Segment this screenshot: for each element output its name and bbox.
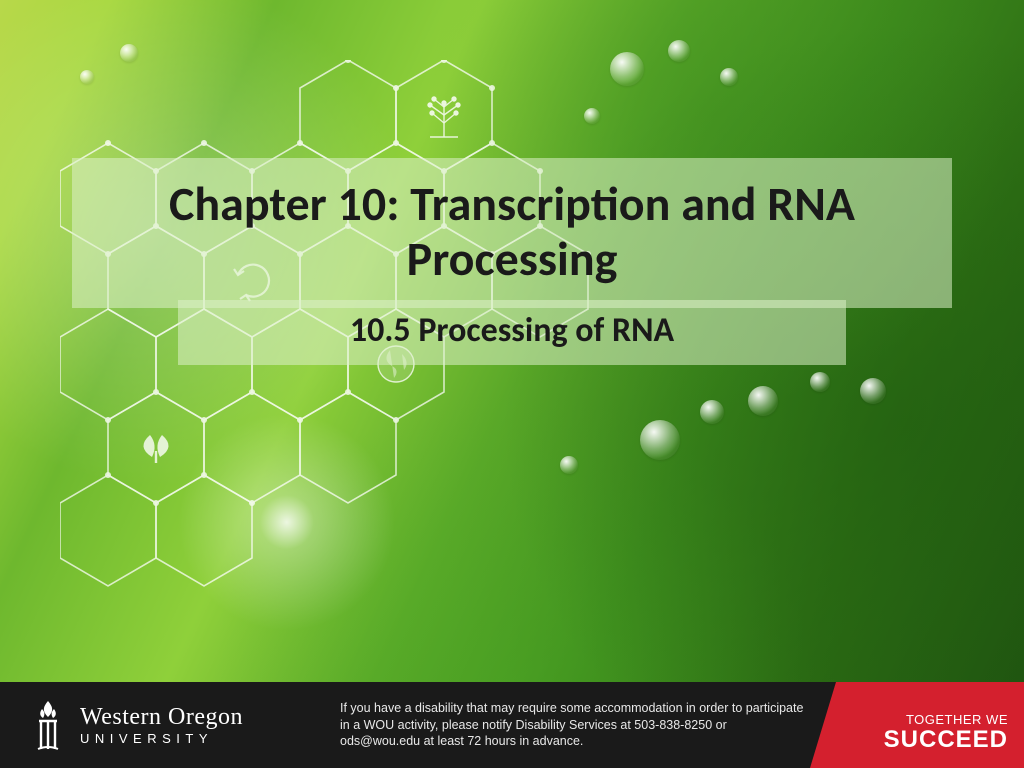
slide: Chapter 10: Transcription and RNA Proces… <box>0 0 1024 768</box>
university-name: Western Oregon UNIVERSITY <box>80 705 243 745</box>
torch-icon <box>28 699 68 751</box>
university-name-bottom: UNIVERSITY <box>80 732 243 745</box>
disability-disclaimer: If you have a disability that may requir… <box>340 700 810 751</box>
slide-title: Chapter 10: Transcription and RNA Proces… <box>102 176 922 286</box>
succeed-bottom: SUCCEED <box>884 728 1008 752</box>
succeed-top: TOGETHER WE <box>884 713 1008 726</box>
title-box: Chapter 10: Transcription and RNA Proces… <box>72 158 952 308</box>
slide-subtitle: 10.5 Processing of RNA <box>198 310 826 351</box>
university-logo-block: Western Oregon UNIVERSITY <box>0 699 340 751</box>
succeed-text: TOGETHER WE SUCCEED <box>884 713 1008 752</box>
succeed-banner: TOGETHER WE SUCCEED <box>810 682 1024 768</box>
university-name-top: Western Oregon <box>80 705 243 729</box>
footer-bar: Western Oregon UNIVERSITY If you have a … <box>0 682 1024 768</box>
subtitle-box: 10.5 Processing of RNA <box>178 300 846 365</box>
